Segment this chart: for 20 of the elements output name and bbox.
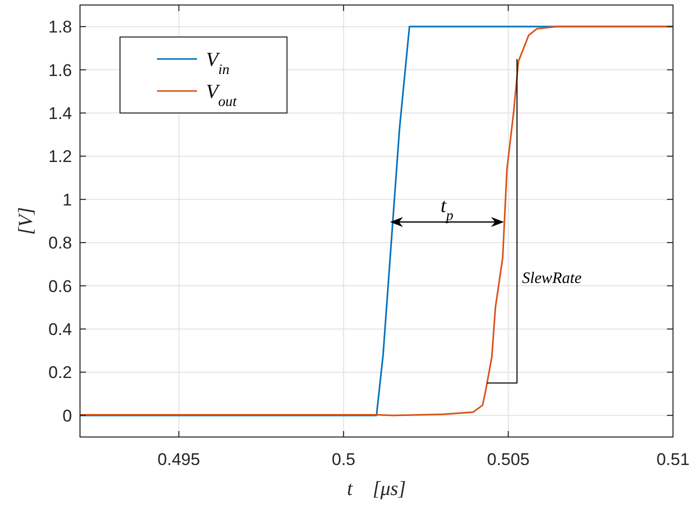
x-axis-title: t [μs] bbox=[347, 478, 406, 500]
x-tick-label: 0.505 bbox=[487, 450, 530, 469]
y-tick-label: 0.2 bbox=[48, 363, 72, 382]
x-tick-label: 0.5 bbox=[332, 450, 356, 469]
y-tick-label: 0.8 bbox=[48, 234, 72, 253]
legend-label: V$_{out}$ bbox=[206, 81, 238, 110]
annotation: SlewRate bbox=[522, 270, 582, 287]
y-axis-title: [V] bbox=[15, 207, 37, 235]
x-tick-label: 0.495 bbox=[158, 450, 200, 469]
y-tick-label: 1 bbox=[62, 190, 72, 210]
y-tick-label: 0 bbox=[62, 406, 72, 426]
y-tick-label: 0.6 bbox=[48, 276, 72, 296]
y-tick-label: 1.2 bbox=[48, 147, 72, 166]
annotation: t$_{p}$ bbox=[440, 195, 454, 224]
x-tick-label: 0.51 bbox=[656, 450, 690, 469]
y-tick-label: 1.4 bbox=[48, 104, 72, 123]
y-tick-label: 0.4 bbox=[48, 320, 72, 339]
legend-label: V$_{in}$ bbox=[206, 49, 230, 78]
y-tick-label: 1.6 bbox=[48, 60, 72, 80]
y-tick-label: 1.8 bbox=[48, 18, 72, 37]
